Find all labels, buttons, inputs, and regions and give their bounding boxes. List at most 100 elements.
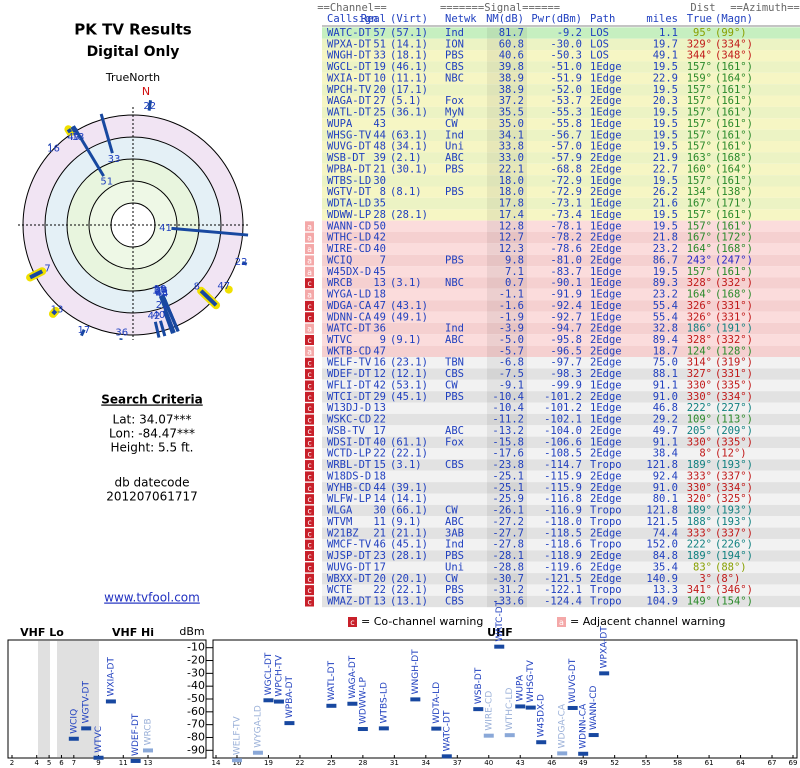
warning-badge — [305, 505, 314, 516]
x-tick-label: 22 — [295, 759, 304, 767]
table-cell: 95° — [693, 27, 712, 39]
band-label: UHF — [487, 626, 513, 639]
station-bar — [130, 758, 141, 763]
table-cell: WJSP-DT — [327, 550, 372, 562]
table-cell: 330° — [687, 379, 712, 391]
row-bg — [322, 311, 800, 323]
warning-badge — [305, 494, 314, 505]
table-cell: 43 — [373, 118, 386, 130]
nm-shade — [487, 38, 527, 51]
table-cell: 2Edge — [590, 152, 622, 164]
table-cell: (128°) — [715, 345, 753, 357]
x-tick-label: 46 — [547, 759, 556, 767]
table-cell: 2Edge — [590, 482, 622, 494]
signal-label: 25 — [155, 287, 168, 298]
table-cell: 18.7 — [653, 345, 678, 357]
table-cell: WXIA-DT — [327, 72, 372, 84]
table-cell: 40 — [373, 243, 386, 255]
x-tick-label: 9 — [96, 759, 100, 767]
table-cell: WELF-TV — [327, 357, 372, 369]
table-cell: 1Edge — [590, 311, 622, 323]
table-cell: -33.6 — [492, 596, 524, 608]
warning-badge — [305, 471, 314, 482]
table-cell: 13 — [373, 277, 386, 289]
table-cell: -118.5 — [544, 527, 582, 539]
table-cell: (227°) — [715, 402, 753, 414]
nm-shade — [487, 106, 527, 119]
table-cell: (168°) — [715, 289, 753, 301]
table-cell: ABC — [445, 516, 464, 528]
table-cell: WHSG-TV — [327, 129, 372, 141]
table-cell: 38.4 — [653, 448, 678, 460]
table-cell: -11.2 — [492, 414, 524, 426]
warning-badge — [305, 403, 314, 414]
station-bar — [326, 703, 337, 708]
warning-key: c — [307, 381, 312, 390]
table-cell: -7.5 — [499, 368, 524, 380]
table-cell: -50.3 — [550, 50, 582, 62]
table-cell: (331°) — [715, 368, 753, 380]
row-bg — [322, 300, 800, 312]
table-cell: 121.8 — [646, 459, 678, 471]
table-cell: (161°) — [715, 141, 753, 153]
warning-badge — [305, 516, 314, 527]
table-cell: MyN — [445, 107, 464, 119]
table-cell: 38.9 — [499, 72, 524, 84]
warning-key: c — [307, 541, 312, 550]
table-cell: 1Edge — [590, 61, 622, 73]
signal-label: 27 — [155, 286, 168, 297]
row-bg — [322, 470, 800, 483]
table-cell: 23.2 — [653, 243, 678, 255]
table-cell: (161°) — [715, 107, 753, 119]
warning-key: a — [307, 222, 312, 231]
nm-shade — [487, 288, 527, 301]
table-cell: -97.7 — [550, 357, 582, 369]
nm-shade — [487, 50, 527, 62]
x-tick-label: 4 — [34, 759, 39, 767]
table-cell: (9.1) — [390, 334, 422, 346]
nm-shade — [487, 266, 527, 278]
station-label: WRCB — [144, 718, 154, 745]
table-cell: -91.9 — [550, 289, 582, 301]
table-cell: -13.2 — [492, 425, 524, 437]
station-bar — [347, 701, 358, 706]
warning-badge — [305, 300, 314, 311]
table-cell: 1Edge — [590, 436, 622, 448]
table-cell: CW — [445, 505, 458, 517]
table-cell: -17.6 — [492, 448, 524, 460]
table-cell: 3° — [699, 573, 712, 585]
table-cell: 22.7 — [653, 163, 678, 175]
table-cell: 89.4 — [653, 334, 678, 346]
table-cell: 19.5 — [653, 141, 678, 153]
signal-label: 10 — [152, 286, 165, 297]
table-cell: 7.1 — [505, 266, 524, 278]
table-cell: WCTD-LP — [327, 448, 371, 460]
table-cell: (331°) — [715, 300, 753, 312]
table-cell: (161°) — [715, 209, 753, 221]
row-bg — [322, 584, 800, 596]
signal-label: 22 — [235, 257, 248, 268]
row-bg — [322, 61, 800, 73]
table-cell: -92.4 — [550, 300, 582, 312]
site-link[interactable]: www.tvfool.com — [104, 591, 200, 605]
warning-key: a — [307, 291, 312, 300]
column-header: NM(dB) — [486, 13, 524, 25]
station-label: WUPA — [516, 674, 526, 701]
table-cell: 30 — [373, 505, 386, 517]
y-tick-label: -50 — [187, 692, 205, 705]
legend-key-bg — [348, 617, 357, 627]
table-cell: 48 — [373, 141, 386, 153]
table-cell: CW — [445, 118, 458, 130]
legend-text: = Co-channel warning — [361, 615, 483, 628]
table-cell: -6.8 — [499, 357, 524, 369]
table-cell: (138°) — [715, 186, 753, 198]
table-cell: 8 — [380, 186, 386, 198]
table-cell: 326° — [687, 300, 712, 312]
station-label: WPCH-TV — [274, 654, 284, 696]
search-line: Lat: 34.07*** — [113, 413, 192, 427]
nm-shade — [487, 550, 527, 562]
table-cell: 2Edge — [590, 334, 622, 346]
nm-shade — [487, 197, 527, 210]
table-cell: -92.7 — [550, 311, 582, 323]
table-cell: 33 — [373, 50, 386, 62]
